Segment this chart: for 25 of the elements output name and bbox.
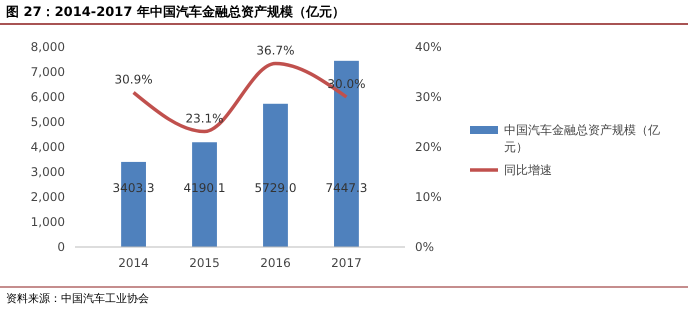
data-label: 36.7%: [256, 44, 295, 58]
text: 资料来源：中国汽车工业协会: [6, 292, 149, 305]
y-tick-label: 5,000: [30, 115, 65, 129]
x-tick-label: 2014: [118, 256, 149, 270]
y-tick-label: 8,000: [30, 40, 65, 54]
y-tick-label: 4,000: [30, 140, 65, 154]
y-tick-label: 7,000: [30, 65, 65, 79]
y2-tick-label: 0%: [415, 240, 434, 254]
y2-tick-label: 20%: [415, 140, 442, 154]
legend-label: 中国汽车金融总资产规模（亿元）: [504, 123, 660, 154]
y-tick-label: 3,000: [30, 165, 65, 179]
y-tick-label: 1,000: [30, 215, 65, 229]
legend-label: 同比增速: [504, 163, 552, 177]
y2-tick-label: 30%: [415, 90, 442, 104]
y-tick-label: 0: [57, 240, 65, 254]
data-label: 30.9%: [114, 72, 153, 86]
data-label: 23.1%: [185, 112, 224, 126]
x-tick-label: 2015: [189, 256, 220, 270]
y2-tick-label: 40%: [415, 40, 442, 54]
x-tick-label: 2016: [260, 256, 291, 270]
x-tick-label: 2017: [331, 256, 362, 270]
y2-tick-label: 10%: [415, 190, 442, 204]
chart-title: 图 27：2014-2017 年中国汽车金融总资产规模（亿元）: [6, 4, 345, 20]
y-tick-label: 2,000: [30, 190, 65, 204]
y-tick-label: 6,000: [30, 90, 65, 104]
